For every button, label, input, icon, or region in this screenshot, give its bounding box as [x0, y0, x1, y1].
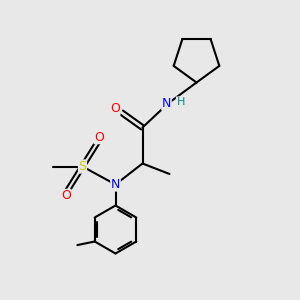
- Text: O: O: [94, 130, 104, 144]
- Text: O: O: [61, 189, 71, 203]
- Text: H: H: [176, 97, 185, 107]
- Text: N: N: [111, 178, 120, 191]
- Text: S: S: [79, 160, 86, 173]
- Text: O: O: [110, 102, 120, 116]
- Text: N: N: [162, 97, 171, 110]
